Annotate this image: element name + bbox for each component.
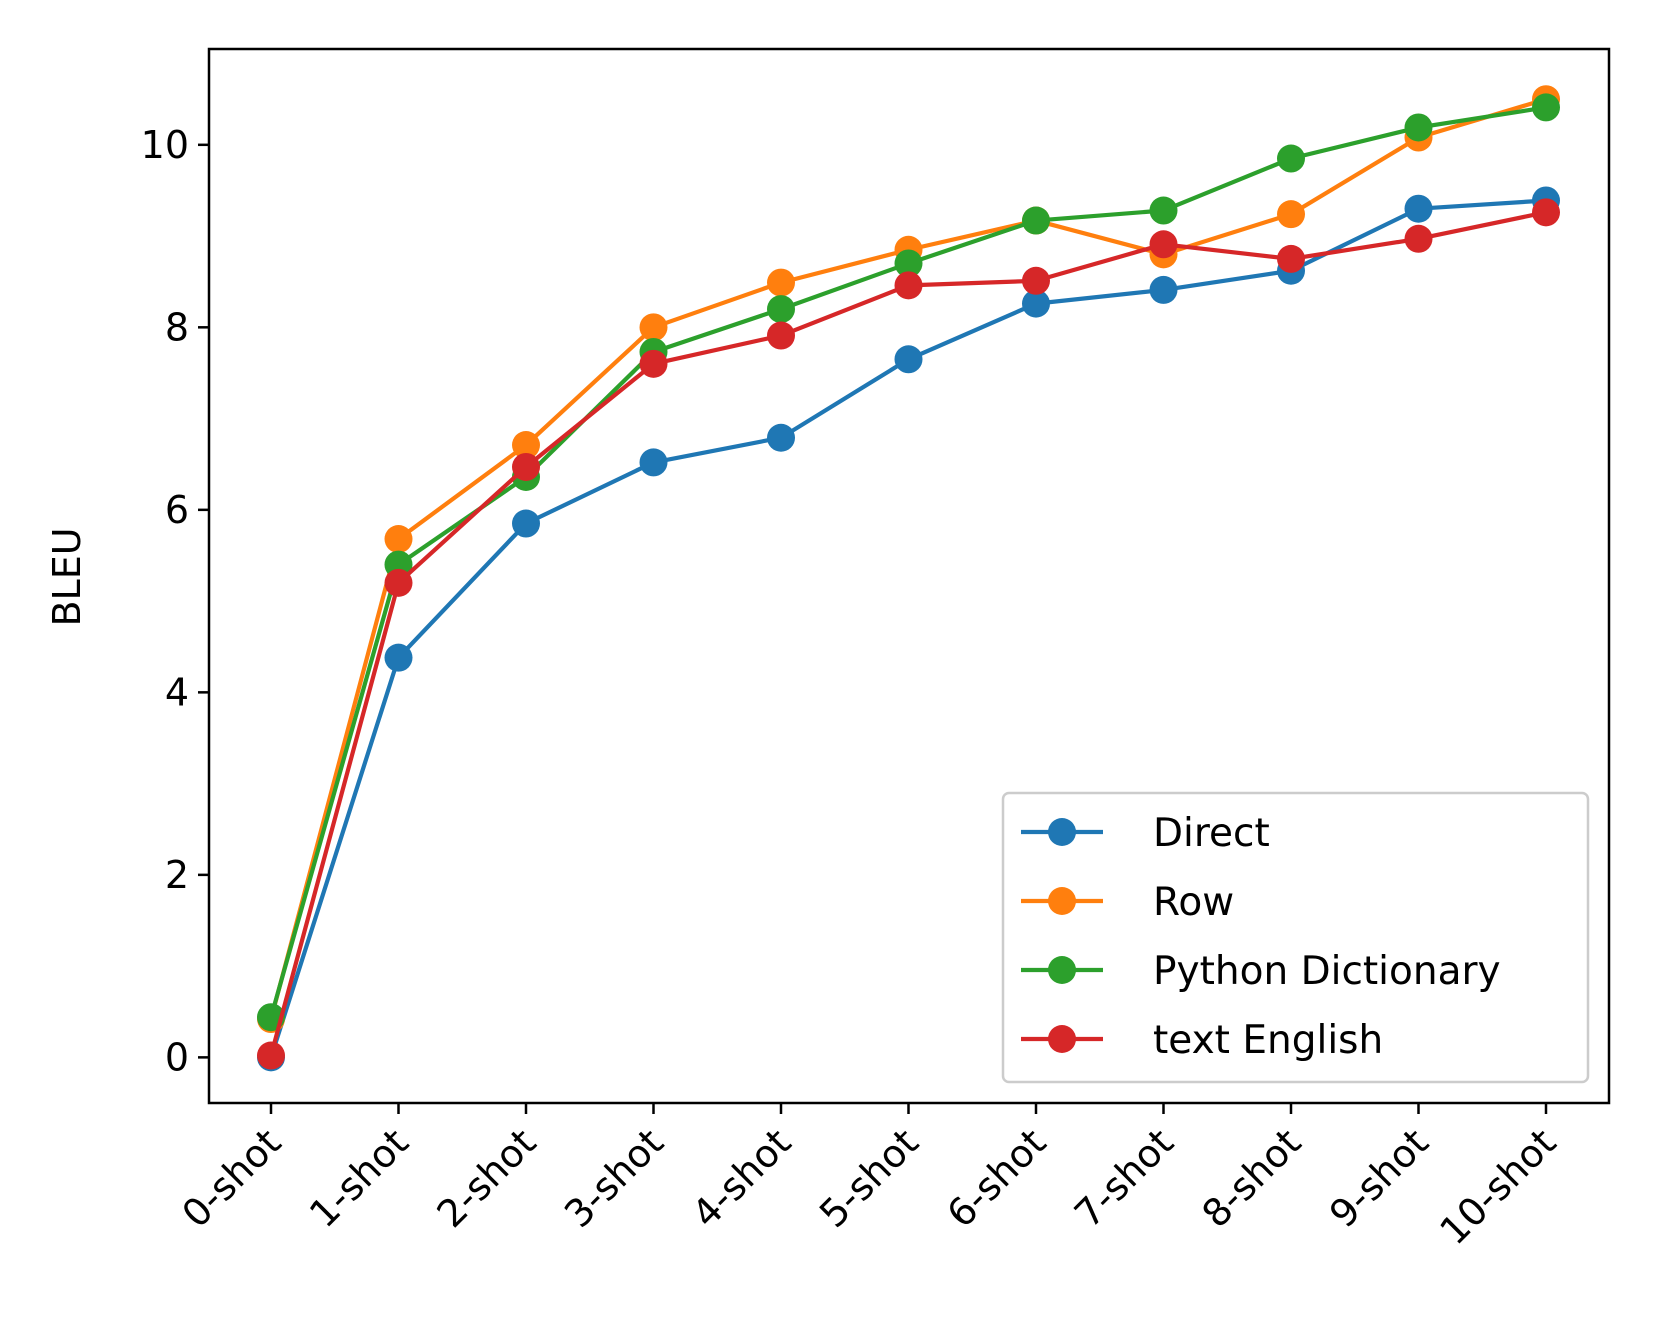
data-point: [767, 268, 795, 297]
data-point: [639, 349, 668, 378]
legend-marker: [1048, 887, 1076, 915]
data-point: [512, 431, 540, 460]
data-point: [1277, 200, 1305, 229]
data-point: [512, 509, 540, 538]
legend-label: Row: [1153, 880, 1234, 925]
data-point: [384, 525, 413, 554]
data-point: [1277, 244, 1305, 273]
data-point: [639, 313, 668, 342]
data-point: [384, 568, 413, 597]
legend-label: Python Dictionary: [1153, 949, 1501, 994]
data-point: [894, 345, 923, 374]
plot-area: [257, 85, 1560, 1072]
data-point: [257, 1041, 285, 1070]
data-point: [639, 448, 668, 477]
legend-label: Direct: [1153, 811, 1270, 856]
y-axis-label: BLEU: [45, 527, 89, 626]
data-point: [1532, 93, 1560, 122]
legend-item: text English: [1021, 1018, 1383, 1063]
data-point: [894, 249, 923, 278]
data-point: [1404, 194, 1433, 223]
legend-box: [1001, 791, 1590, 1084]
legend-item: Python Dictionary: [1021, 949, 1501, 994]
y-tick-label: 10: [141, 123, 189, 167]
data-point: [1149, 196, 1178, 225]
y-tick-label: 4: [165, 670, 189, 714]
legend-item: Direct: [1021, 811, 1270, 856]
legend-label: text English: [1153, 1018, 1383, 1063]
data-point: [1149, 275, 1178, 304]
data-point: [1022, 266, 1050, 295]
y-tick-label: 8: [165, 305, 189, 349]
data-point: [1022, 289, 1050, 318]
data-point: [1404, 224, 1433, 253]
legend: Direct Row Python Dictionary text English: [1001, 791, 1590, 1084]
data-point: [512, 452, 540, 481]
data-point: [1149, 230, 1178, 259]
y-tick-label: 0: [165, 1035, 189, 1079]
series-text-english: [257, 198, 1560, 1070]
legend-marker: [1048, 818, 1076, 846]
legend-marker: [1048, 1025, 1076, 1053]
data-point: [1277, 144, 1305, 173]
legend-marker: [1048, 956, 1076, 984]
y-tick-label: 6: [165, 488, 189, 532]
data-point: [767, 423, 795, 452]
data-point: [767, 321, 795, 350]
data-point: [1404, 113, 1433, 142]
data-point: [1532, 198, 1560, 227]
legend-item: Row: [1021, 880, 1234, 925]
data-point: [1022, 206, 1050, 235]
y-tick-label: 2: [165, 853, 189, 897]
data-point: [767, 295, 795, 324]
data-point: [894, 271, 923, 300]
data-point: [384, 643, 413, 672]
